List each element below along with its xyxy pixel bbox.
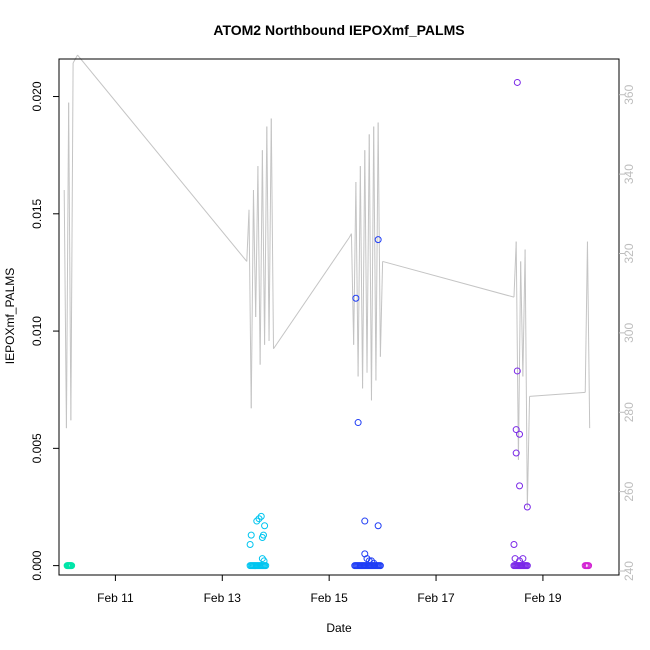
data-point: [261, 522, 269, 530]
points-layer: [63, 78, 593, 570]
secondary-line-segment: [370, 126, 375, 401]
y-tick-label: 0.000: [30, 550, 44, 580]
x-tick-label: Feb 13: [204, 591, 242, 605]
data-point: [512, 426, 520, 434]
secondary-line-segment: [268, 118, 272, 341]
data-point: [246, 541, 254, 549]
secondary-line-segment: [259, 150, 263, 365]
data-point: [262, 562, 270, 570]
secondary-line-segment: [261, 150, 266, 345]
secondary-line-segment: [248, 209, 252, 409]
data-point: [255, 515, 263, 523]
y2-tick-label: 340: [622, 164, 636, 184]
data-point: [513, 78, 521, 86]
data-point: [68, 562, 76, 570]
x-tick-label: Feb 17: [417, 591, 455, 605]
secondary-line-segment: [379, 261, 384, 357]
secondary-line-segment: [63, 189, 67, 429]
axes-layer: Feb 11 Feb 13 Feb 15 Feb 17 Feb 19 0.000 0.005…: [30, 58, 636, 605]
secondary-line-segment: [359, 166, 364, 389]
y-tick-label: 0.010: [30, 316, 44, 346]
y2-tick-label: 260: [622, 481, 636, 501]
secondary-line-segment: [255, 166, 259, 318]
secondary-line-segment: [526, 396, 531, 508]
secondary-line-segment: [250, 189, 254, 409]
secondary-line-segment: [68, 102, 72, 421]
secondary-line-segment: [65, 102, 70, 429]
plot-frame: [58, 58, 620, 576]
data-point: [516, 482, 524, 490]
data-point: [523, 503, 531, 511]
secondary-line-segment: [70, 62, 74, 421]
secondary-line-segment: [524, 249, 528, 508]
secondary-line-segment: [350, 233, 355, 345]
y2-tick-label: 320: [622, 243, 636, 263]
y-tick-label: 0.005: [30, 433, 44, 463]
y2-tick-label: 300: [622, 323, 636, 343]
data-point: [585, 562, 593, 570]
secondary-line-segment: [382, 260, 515, 298]
secondary-line-segment: [375, 122, 379, 381]
x-tick-label: Feb 19: [524, 591, 562, 605]
secondary-line-segment: [522, 249, 526, 377]
secondary-line-segment: [273, 237, 350, 350]
data-point: [523, 562, 531, 570]
secondary-line-segment: [368, 134, 372, 401]
data-point: [516, 430, 524, 438]
data-point: [376, 562, 384, 570]
secondary-line-segment: [362, 150, 366, 389]
data-point: [247, 531, 255, 539]
secondary-line-layer: [63, 54, 591, 508]
secondary-line-segment: [515, 241, 519, 460]
data-point: [253, 517, 261, 525]
secondary-line-segment: [357, 166, 361, 377]
secondary-line-segment: [586, 241, 591, 429]
data-point: [374, 522, 382, 530]
secondary-line-segment: [377, 122, 381, 357]
x-tick-label: Feb 11: [97, 591, 134, 605]
y2-tick-label: 280: [622, 402, 636, 422]
data-point: [257, 512, 265, 520]
y-tick-label: 0.020: [30, 81, 44, 111]
y-tick-label: 0.015: [30, 198, 44, 228]
data-point: [374, 236, 382, 244]
secondary-line-segment: [257, 166, 261, 365]
secondary-line-segment: [520, 261, 524, 377]
secondary-line-segment: [584, 241, 588, 393]
secondary-line-segment: [373, 126, 377, 381]
x-tick-label: Feb 15: [310, 591, 348, 605]
x-axis-label: Date: [326, 621, 352, 635]
secondary-line-segment: [366, 134, 370, 373]
data-point: [352, 294, 360, 302]
secondary-line-segment: [77, 54, 248, 262]
y2-tick-label: 240: [622, 561, 636, 581]
secondary-line-segment: [353, 182, 357, 345]
secondary-line-segment: [264, 126, 268, 345]
data-point: [510, 541, 518, 549]
secondary-line-segment: [270, 118, 274, 349]
secondary-line-segment: [252, 189, 257, 318]
data-point: [354, 419, 362, 427]
data-point: [512, 449, 520, 457]
data-point: [513, 367, 521, 375]
secondary-line-segment: [266, 126, 270, 341]
y2-tick-label: 360: [622, 84, 636, 104]
data-point: [361, 517, 369, 525]
secondary-line-segment: [364, 150, 368, 373]
data-point: [519, 555, 527, 563]
secondary-line-segment: [355, 182, 359, 377]
secondary-line-segment: [529, 391, 586, 397]
data-point: [259, 531, 267, 539]
chart-title: ATOM2 Northbound IEPOXmf_PALMS: [213, 22, 464, 38]
secondary-line-segment: [517, 261, 522, 460]
y-axis-label: IEPOXmf_PALMS: [3, 268, 17, 364]
